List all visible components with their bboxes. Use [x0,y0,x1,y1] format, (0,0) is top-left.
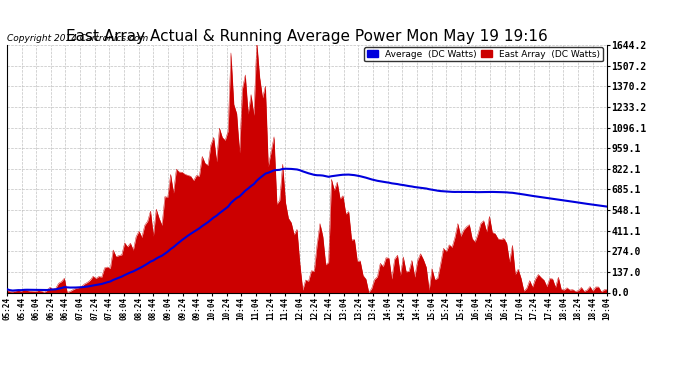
Text: Copyright 2014 Cartronics.com: Copyright 2014 Cartronics.com [7,33,148,42]
Legend: Average  (DC Watts), East Array  (DC Watts): Average (DC Watts), East Array (DC Watts… [364,47,602,62]
Title: East Array Actual & Running Average Power Mon May 19 19:16: East Array Actual & Running Average Powe… [66,29,548,44]
